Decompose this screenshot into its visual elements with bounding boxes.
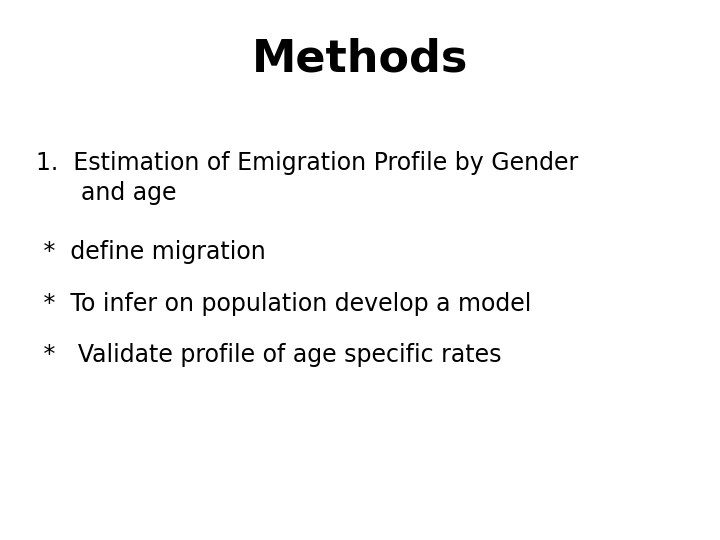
Text: 1.  Estimation of Emigration Profile by Gender
      and age: 1. Estimation of Emigration Profile by G… bbox=[36, 151, 578, 205]
Text: *  define migration: * define migration bbox=[36, 240, 266, 264]
Text: *  To infer on population develop a model: * To infer on population develop a model bbox=[36, 292, 531, 315]
Text: Methods: Methods bbox=[252, 38, 468, 81]
Text: *   Validate profile of age specific rates: * Validate profile of age specific rates bbox=[36, 343, 502, 367]
